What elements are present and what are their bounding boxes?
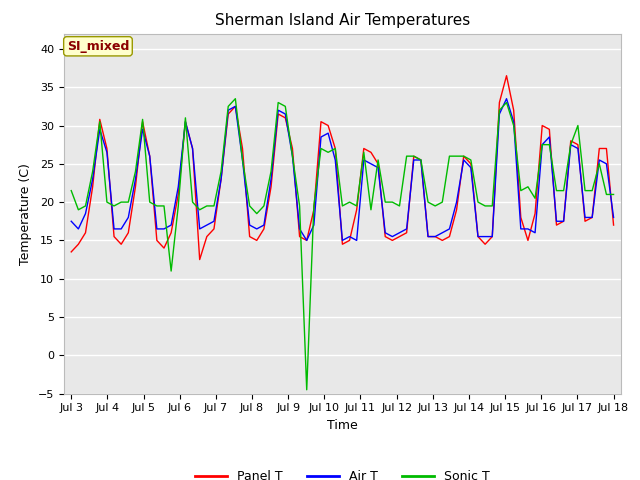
Panel T [67, 249, 75, 255]
Legend: Panel T, Air T, Sonic T: Panel T, Air T, Sonic T [191, 465, 494, 480]
Panel T [253, 238, 260, 243]
Sonic T [381, 199, 389, 205]
Air T [610, 215, 618, 220]
Air T [246, 222, 253, 228]
Air T [67, 218, 75, 224]
Sonic T [232, 96, 239, 102]
Panel T [374, 161, 382, 167]
Panel T [310, 207, 317, 213]
Panel T [175, 192, 182, 197]
Sonic T [317, 145, 325, 151]
Line: Panel T: Panel T [71, 76, 614, 260]
Sonic T [67, 188, 75, 193]
Y-axis label: Temperature (C): Temperature (C) [19, 163, 33, 264]
Sonic T [610, 192, 618, 197]
Air T [310, 222, 317, 228]
Air T [374, 165, 382, 170]
Panel T [296, 234, 303, 240]
Sonic T [253, 211, 260, 216]
Air T [303, 238, 310, 243]
X-axis label: Time: Time [327, 419, 358, 432]
Line: Air T: Air T [71, 99, 614, 240]
Panel T [610, 222, 618, 228]
Air T [175, 184, 182, 190]
Panel T [502, 73, 510, 79]
Panel T [196, 257, 204, 263]
Sonic T [175, 203, 182, 209]
Sonic T [303, 387, 310, 393]
Text: SI_mixed: SI_mixed [67, 40, 129, 53]
Air T [502, 96, 510, 102]
Sonic T [296, 203, 303, 209]
Air T [253, 226, 260, 232]
Line: Sonic T: Sonic T [71, 99, 614, 390]
Panel T [260, 226, 268, 232]
Title: Sherman Island Air Temperatures: Sherman Island Air Temperatures [215, 13, 470, 28]
Sonic T [260, 203, 268, 209]
Air T [289, 153, 296, 159]
